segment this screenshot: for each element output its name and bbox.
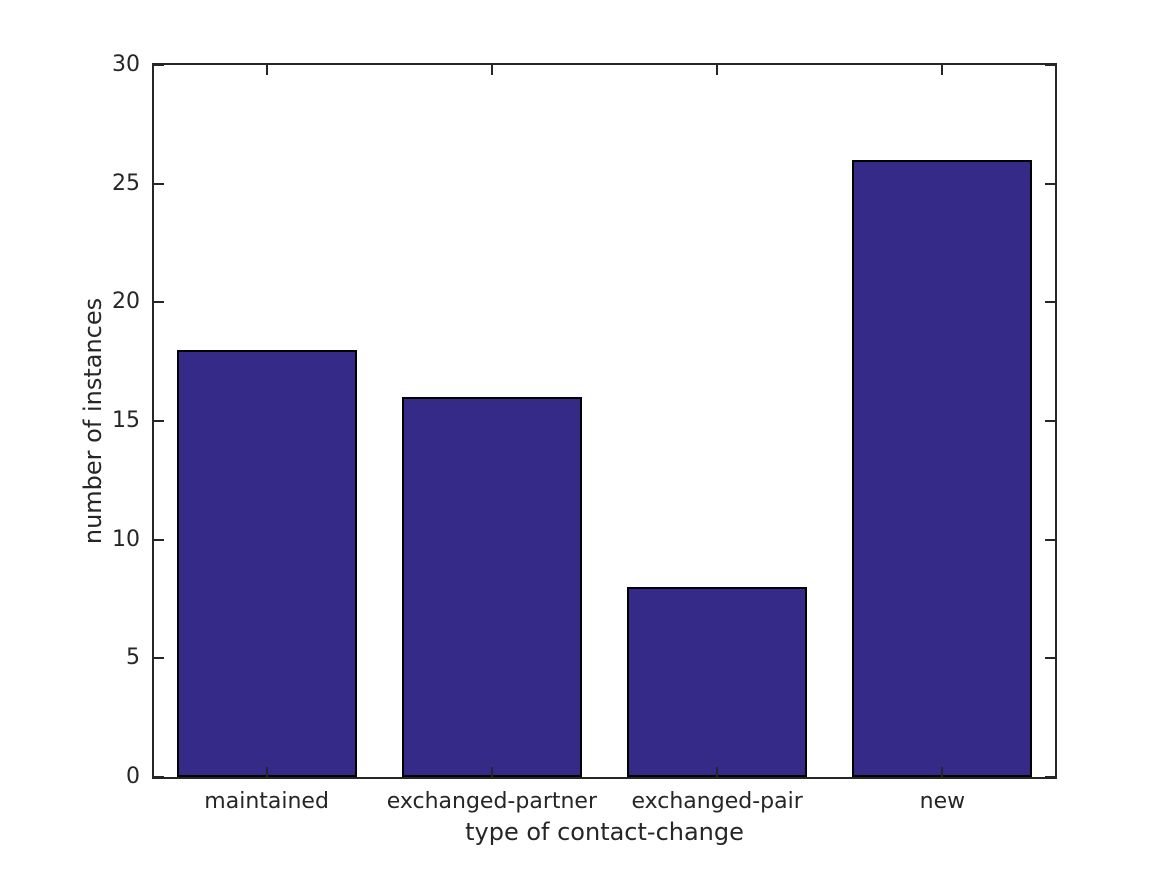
- plot-area: [152, 63, 1057, 779]
- x-tick-label: exchanged-partner: [386, 789, 598, 814]
- y-tick-label: 15: [112, 408, 140, 433]
- y-tick-mark: [1045, 301, 1055, 304]
- x-tick-mark: [716, 767, 719, 777]
- y-tick-mark: [154, 538, 164, 541]
- x-tick-label: exchanged-pair: [631, 789, 803, 814]
- y-tick-mark: [1045, 64, 1055, 66]
- y-tick-mark: [154, 657, 164, 660]
- y-tick-label: 10: [112, 526, 140, 552]
- y-tick-mark: [1045, 657, 1055, 660]
- y-tick-mark: [154, 64, 164, 66]
- bar-exchanged-partner: [401, 397, 582, 777]
- x-tick-mark: [490, 65, 493, 75]
- y-tick-mark: [154, 301, 164, 304]
- x-tick-mark: [265, 65, 268, 75]
- y-tick-mark: [154, 420, 164, 422]
- bar-new: [852, 159, 1033, 777]
- x-tick-mark: [716, 65, 719, 75]
- y-tick-mark: [1045, 420, 1055, 422]
- y-tick-label: 5: [126, 645, 140, 671]
- y-tick-mark: [154, 182, 164, 185]
- x-axis-label: type of contact-change: [465, 818, 744, 846]
- y-tick-mark: [1045, 538, 1055, 541]
- x-tick-label: new: [919, 789, 966, 814]
- y-tick-label: 25: [112, 170, 140, 196]
- y-tick-label: 30: [112, 52, 140, 77]
- y-tick-label: 0: [126, 764, 140, 789]
- x-tick-label: maintained: [204, 789, 329, 814]
- bar-exchanged-pair: [627, 587, 808, 777]
- x-tick-mark: [265, 767, 268, 777]
- y-tick-mark: [154, 776, 164, 778]
- x-tick-mark: [490, 767, 493, 777]
- bar-maintained: [176, 349, 357, 777]
- y-tick-mark: [1045, 182, 1055, 185]
- x-tick-mark: [941, 767, 944, 777]
- y-tick-label: 20: [112, 289, 140, 315]
- x-tick-mark: [941, 65, 944, 75]
- y-tick-mark: [1045, 776, 1055, 778]
